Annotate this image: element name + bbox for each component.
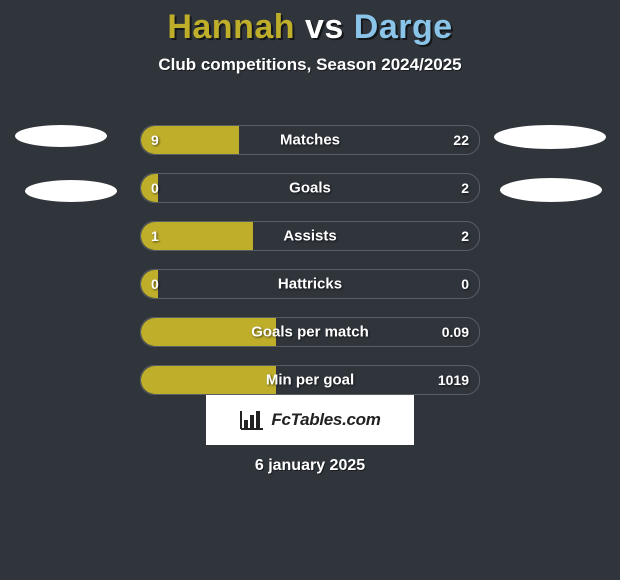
stat-right-value: 2	[461, 180, 469, 196]
stat-bar: Goals per match0.09	[140, 317, 480, 347]
date-text: 6 january 2025	[0, 457, 620, 475]
stat-right-value: 1019	[438, 372, 469, 388]
stat-right-value: 2	[461, 228, 469, 244]
logo-box[interactable]: FcTables.com	[206, 395, 414, 445]
bars-area: 9Matches220Goals21Assists20Hattricks0Goa…	[140, 125, 480, 413]
stat-bar-left-fill	[141, 318, 276, 346]
stat-bar: 0Hattricks0	[140, 269, 480, 299]
stat-bar: 9Matches22	[140, 125, 480, 155]
title-vs: vs	[305, 8, 344, 46]
stat-bar-left-fill	[141, 366, 276, 394]
club-badge	[500, 178, 602, 202]
stat-bar: 1Assists2	[140, 221, 480, 251]
logo-text: FcTables.com	[271, 410, 380, 430]
stat-right-value: 0	[461, 276, 469, 292]
bars-chart-icon	[239, 409, 265, 431]
stat-bar-left-fill	[141, 174, 158, 202]
player1-name: Hannah	[167, 8, 295, 46]
club-badge	[15, 125, 107, 147]
title-row: Hannah vs Darge	[0, 0, 620, 47]
stat-bar-left-fill	[141, 222, 253, 250]
stat-bar: 0Goals2	[140, 173, 480, 203]
stat-bar-left-fill	[141, 126, 239, 154]
stat-label: Goals	[141, 180, 479, 197]
stat-right-value: 22	[453, 132, 469, 148]
comparison-card: Hannah vs Darge Club competitions, Seaso…	[0, 0, 620, 580]
stat-label: Hattricks	[141, 276, 479, 293]
club-badge	[25, 180, 117, 202]
club-badge	[494, 125, 606, 149]
stat-bar: Min per goal1019	[140, 365, 480, 395]
player2-name: Darge	[354, 8, 453, 46]
stat-right-value: 0.09	[442, 324, 469, 340]
stat-bar-left-fill	[141, 270, 158, 298]
title-block: Hannah vs Darge	[167, 8, 452, 47]
subtitle: Club competitions, Season 2024/2025	[0, 55, 620, 75]
